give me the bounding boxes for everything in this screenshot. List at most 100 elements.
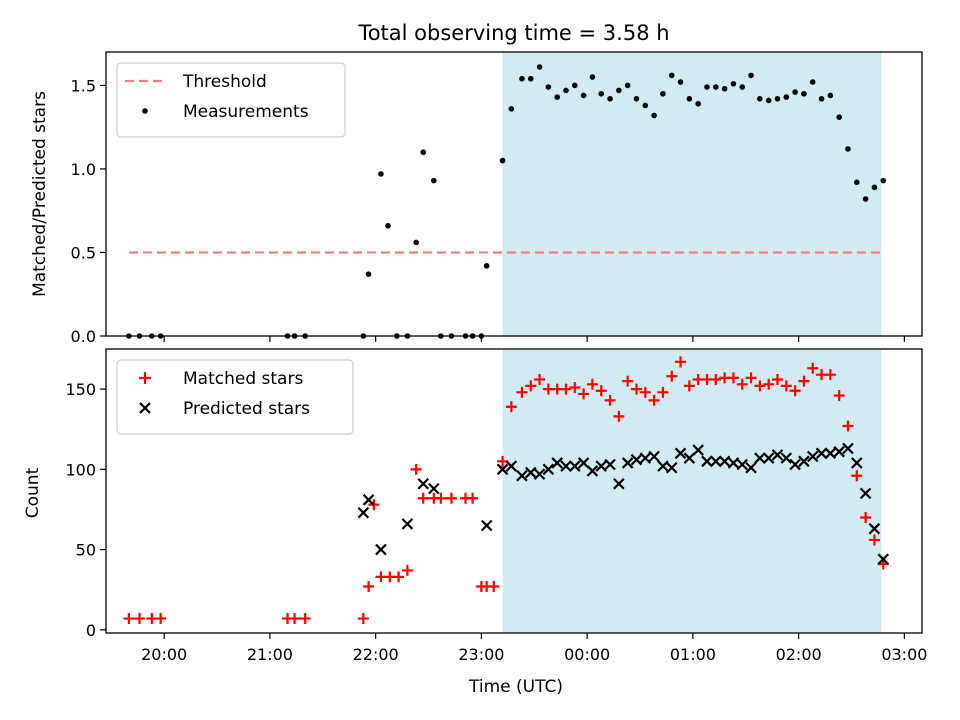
x-tick-label: 01:00 — [670, 645, 716, 664]
matched-star-point — [401, 564, 413, 576]
measurement-point — [483, 263, 490, 269]
matched-star-point — [586, 378, 598, 390]
measurement-point — [508, 106, 515, 112]
measurement-point — [554, 94, 560, 100]
measurement-point — [836, 114, 842, 120]
predicted-star-point — [877, 553, 890, 565]
matched-star-point — [613, 410, 625, 422]
predicted-star-point — [736, 458, 749, 471]
measurement-point — [527, 75, 534, 82]
predicted-star-point — [362, 494, 375, 506]
matched-star-point — [745, 372, 757, 384]
matched-star-point — [357, 613, 369, 625]
matched-star-point — [363, 580, 375, 592]
predicted-star-point — [586, 465, 599, 477]
measurement-point — [695, 100, 701, 107]
predicted-star-point — [496, 463, 509, 476]
measurement-point — [827, 92, 834, 99]
matched-star-point — [289, 613, 301, 625]
measurement-point — [668, 72, 675, 79]
predicted-star-point — [798, 455, 810, 468]
measurement-point — [792, 89, 798, 95]
matched-star-point — [833, 390, 845, 402]
predicted-star-point — [754, 452, 766, 464]
matched-star-point — [860, 511, 872, 523]
measurement-point — [748, 72, 754, 79]
predicted-star-point — [516, 469, 528, 482]
predicted-star-point — [613, 478, 625, 490]
matched-star-point — [648, 394, 660, 406]
measurement-point — [519, 75, 525, 82]
x-tick-label: 02:00 — [776, 645, 822, 664]
predicted-star-point — [674, 447, 687, 460]
bottom-y-axis-label: Count — [23, 467, 43, 518]
matched-star-point — [393, 571, 405, 583]
measurement-point — [378, 171, 384, 177]
top-y-axis-label: Matched/Predicted stars — [30, 91, 50, 297]
chart-title: Total observing time = 3.58 h — [357, 21, 669, 45]
bottom-y-tick-label: 0 — [86, 621, 96, 640]
predicted-star-point — [595, 460, 608, 472]
measurement-point — [633, 95, 640, 102]
predicted-star-point — [524, 466, 537, 479]
bottom-y-tick-label: 50 — [76, 541, 96, 560]
matched-star-point — [595, 385, 607, 397]
measurement-point — [721, 85, 728, 92]
matched-star-point — [842, 420, 854, 432]
bottom-legend: Matched stars Predicted stars — [116, 359, 354, 435]
measurement-point — [598, 90, 605, 97]
measurement-point — [660, 90, 666, 97]
predicted-star-point — [542, 463, 555, 476]
bottom-legend-box — [116, 359, 354, 435]
predicted-star-point — [824, 447, 837, 460]
bottom-series-plus — [123, 356, 889, 625]
measurement-point — [431, 177, 437, 184]
matched-star-point — [604, 394, 616, 406]
measurement-point — [651, 112, 657, 119]
x-tick-label: 03:00 — [881, 645, 927, 664]
bottom-y-tick-label: 100 — [65, 460, 96, 479]
top-axes-frame — [105, 51, 923, 337]
x-tick-label: 23:00 — [458, 645, 504, 664]
measurement-point — [686, 95, 693, 102]
bottom-series-x — [357, 442, 890, 565]
x-tick-label: 22:00 — [353, 645, 399, 664]
predicted-star-point — [815, 447, 828, 460]
matched-star-point — [410, 463, 422, 475]
matched-star-point — [780, 380, 792, 392]
x-tick-label: 00:00 — [564, 645, 610, 664]
matched-star-point — [657, 386, 669, 398]
matched-star-point — [123, 613, 135, 625]
predicted-star-point — [417, 478, 430, 490]
matched-star-point — [798, 375, 810, 387]
measurement-point — [580, 92, 587, 99]
matched-star-point — [789, 385, 801, 397]
x-tick-label: 21:00 — [247, 645, 293, 664]
x-axis-label: Time (UTC) — [468, 677, 563, 697]
predicted-star-point — [480, 519, 493, 532]
predicted-star-point — [357, 506, 370, 519]
measurement-point — [624, 82, 631, 89]
measurement-point — [809, 79, 816, 85]
matched-star-point — [560, 383, 572, 395]
measurement-point — [730, 80, 737, 87]
bottom-panel: 0 50 100 150 20:00 21:00 22:00 23:00 00:00 01:00 0… — [65, 348, 927, 664]
measurement-point — [739, 84, 746, 90]
matched-star-point — [505, 401, 517, 413]
matched-star-point — [675, 356, 687, 368]
bottom-axes-frame — [105, 348, 923, 634]
predicted-star-point — [692, 444, 704, 456]
measurement-point — [499, 157, 506, 164]
predicted-star-point — [859, 487, 872, 500]
predicted-star-point — [551, 457, 563, 469]
measurement-point — [818, 95, 825, 102]
predicted-star-point — [375, 543, 387, 556]
predicted-star-point — [806, 450, 819, 463]
predicted-star-point — [569, 460, 581, 472]
matched-star-point — [488, 580, 500, 592]
matched-star-point — [435, 492, 447, 504]
predicted-star-point — [710, 455, 722, 468]
matched-star-point — [525, 380, 537, 392]
matched-star-point — [630, 383, 642, 395]
matched-star-point — [516, 386, 528, 398]
